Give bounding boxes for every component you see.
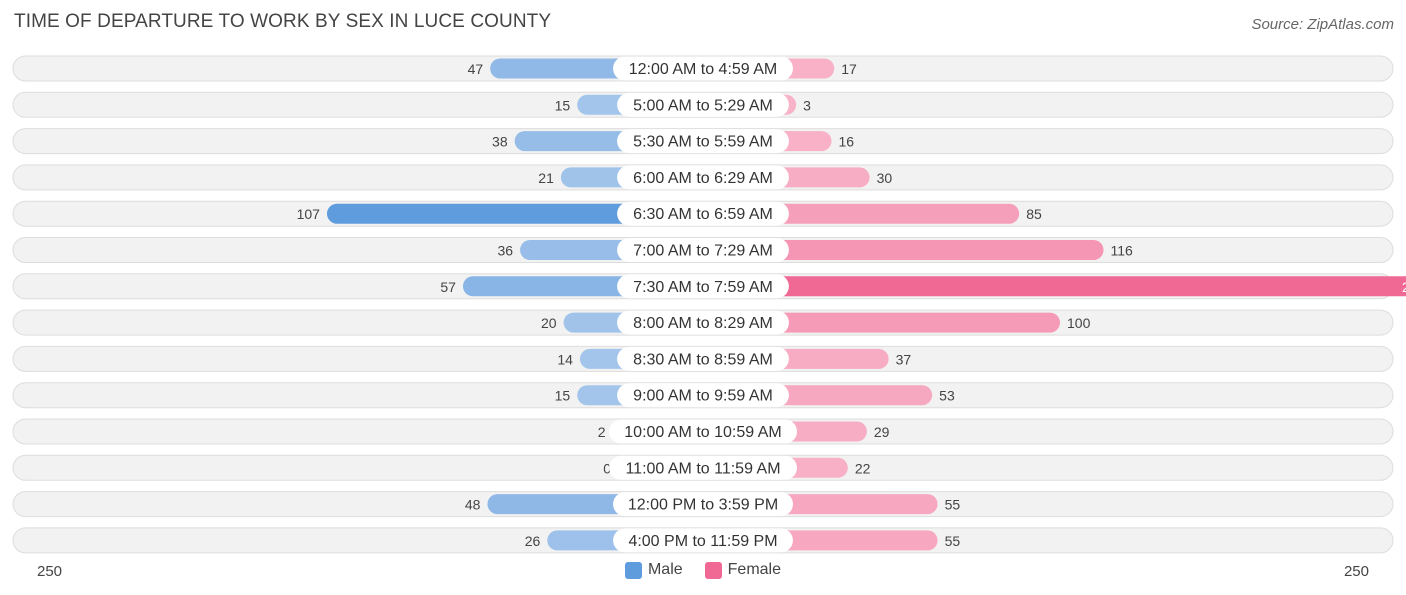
category-label: 7:30 AM to 7:59 AM <box>633 279 773 296</box>
male-value-label: 15 <box>555 388 571 404</box>
male-value-label: 21 <box>538 170 554 186</box>
chart-title: TIME OF DEPARTURE TO WORK BY SEX IN LUCE… <box>14 11 552 32</box>
category-pill <box>613 528 793 553</box>
female-value-label: 100 <box>1067 315 1091 331</box>
category-pill <box>617 238 789 262</box>
female-bar <box>703 276 1406 297</box>
male-value-label: 0 <box>603 460 611 476</box>
female-value-label: 55 <box>945 497 961 513</box>
category-label: 10:00 AM to 10:59 AM <box>624 424 781 441</box>
category-label: 11:00 AM to 11:59 AM <box>625 460 780 477</box>
category-pill <box>609 419 797 444</box>
female-value-label: 29 <box>874 424 890 440</box>
male-value-label: 36 <box>498 243 514 259</box>
legend-item-female: Female <box>704 561 782 579</box>
female-value-label: 55 <box>945 533 961 549</box>
category-label: 6:30 AM to 6:59 AM <box>633 206 773 223</box>
female-bar <box>703 240 1104 260</box>
source-credit: Source: ZipAtlas.com <box>1251 16 1394 33</box>
male-value-label: 47 <box>468 61 484 77</box>
female-value-label: 3 <box>803 97 811 113</box>
category-pill <box>617 274 789 299</box>
female-value-label: 22 <box>855 460 871 476</box>
male-value-label: 48 <box>465 497 481 513</box>
female-value-label: 116 <box>1111 243 1134 259</box>
category-pill <box>617 346 789 371</box>
male-value-label: 57 <box>440 279 456 295</box>
axis-max-label: 250 <box>1343 563 1369 580</box>
category-label: 9:00 AM to 9:59 AM <box>633 388 773 405</box>
category-label: 12:00 AM to 4:59 AM <box>629 61 778 78</box>
bar-chart: 47 17 12:00 AM to 4:59 AM 15 3 5:00 AM to 5:2… <box>12 55 1406 554</box>
legend-label-male: Male <box>647 561 683 578</box>
female-value-label: 16 <box>839 134 855 150</box>
category-pill <box>609 455 797 480</box>
category-label: 8:30 AM to 8:59 AM <box>633 351 773 368</box>
legend: Male Female <box>0 561 1406 579</box>
category-pill <box>617 165 789 190</box>
category-label: 5:30 AM to 5:59 AM <box>633 134 773 151</box>
legend-swatch-male <box>624 561 642 579</box>
female-value-label: 85 <box>1026 206 1042 222</box>
category-label: 12:00 PM to 3:59 PM <box>628 497 778 514</box>
category-pill <box>617 201 789 226</box>
category-pill <box>617 129 789 154</box>
category-pill <box>613 56 793 81</box>
male-value-label: 107 <box>297 206 321 222</box>
category-label: 5:00 AM to 5:29 AM <box>633 97 773 114</box>
female-bar <box>703 312 1060 333</box>
female-value-label: 53 <box>939 388 955 404</box>
legend-item-male: Male <box>624 561 683 579</box>
category-label: 6:00 AM to 6:29 AM <box>633 170 773 187</box>
male-value-label: 20 <box>541 315 557 331</box>
category-pill <box>617 92 789 117</box>
male-value-label: 26 <box>525 533 541 549</box>
male-value-label: 2 <box>598 424 606 440</box>
legend-label-female: Female <box>727 561 782 578</box>
female-value-label: 30 <box>877 170 893 186</box>
category-label: 4:00 PM to 11:59 PM <box>628 533 777 550</box>
male-value-label: 38 <box>492 134 508 150</box>
legend-swatch-female <box>704 561 722 579</box>
female-value-label: 238 <box>1402 279 1406 295</box>
category-label: 8:00 AM to 8:29 AM <box>633 315 773 332</box>
male-bar <box>326 203 703 224</box>
female-value-label: 17 <box>841 61 857 77</box>
male-value-label: 14 <box>557 351 573 367</box>
category-label: 7:00 AM to 7:29 AM <box>633 243 773 260</box>
category-pill <box>613 492 793 517</box>
female-value-label: 37 <box>896 351 912 367</box>
category-pill <box>617 310 789 335</box>
male-value-label: 15 <box>555 97 571 113</box>
axis-min-label: 250 <box>37 563 63 580</box>
category-pill <box>617 383 789 408</box>
